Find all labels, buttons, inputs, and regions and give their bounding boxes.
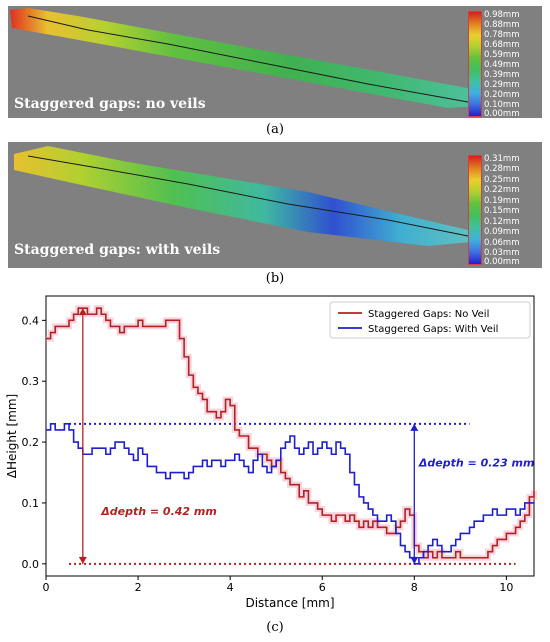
depth-annotation: Δdepth = 0.42 mm — [100, 505, 217, 518]
colorbar-a-tick: 0.49mm — [484, 60, 520, 70]
scan-centerline-b — [27, 155, 469, 237]
colorbar-a: 0.98mm 0.88mm 0.78mm 0.68mm 0.59mm 0.49m… — [468, 10, 538, 118]
x-tick-label: 4 — [227, 581, 234, 594]
height-profile-chart: 0 2 4 6 8 10 0.0 0.1 0.2 0.3 0.4 Distance [mm] ΔHeig… — [5, 295, 537, 610]
colorbar-b-tick: 0.09mm — [484, 227, 520, 237]
colorbar-a-tick: 0.20mm — [484, 90, 520, 100]
series-line — [46, 423, 534, 565]
y-axis-label: ΔHeight [mm] — [5, 394, 19, 478]
y-tick-label: 0.1 — [22, 497, 40, 510]
y-tick-label: 0.3 — [22, 375, 40, 388]
y-tick-label: 0.0 — [22, 558, 40, 571]
colorbar-b-tick: 0.19mm — [484, 196, 520, 206]
colorbar-b-tick: 0.22mm — [484, 185, 520, 195]
colorbar-a-tick: 0.98mm — [484, 10, 520, 20]
plot-frame — [45, 295, 535, 577]
scan-panel-a: Staggered gaps: no veils 0.98mm 0.88mm 0… — [8, 6, 542, 118]
depth-arrow-head — [78, 308, 87, 316]
caption-c: (c) — [266, 620, 284, 635]
colorbar-b-tick: 0.31mm — [484, 154, 520, 164]
depth-arrow-head — [78, 556, 87, 564]
colorbar-b-tick: 0.28mm — [484, 164, 520, 174]
scan-panel-b: Staggered gaps: with veils 0.31mm 0.28mm… — [8, 142, 542, 268]
colorbar-a-tick: 0.59mm — [484, 50, 520, 60]
colorbar-b-tick: 0.03mm — [484, 248, 520, 258]
series-halo — [46, 305, 537, 561]
panel-b-title: Staggered gaps: with veils — [14, 242, 221, 258]
colorbar-a-tick: 0.29mm — [484, 80, 520, 90]
panel-a-title: Staggered gaps: no veils — [14, 96, 206, 112]
x-axis-label: Distance [mm] — [245, 596, 334, 610]
colorbar-a-tick: 0.00mm — [484, 109, 520, 118]
colorbar-b-gradient — [468, 155, 482, 265]
depth-arrow-head — [410, 556, 419, 564]
colorbar-b: 0.31mm 0.28mm 0.25mm 0.22mm 0.19mm 0.15m… — [468, 154, 538, 267]
colorbar-a-tick: 0.78mm — [484, 30, 520, 40]
colorbar-a-tick: 0.10mm — [484, 100, 520, 110]
colorbar-b-tick: 0.12mm — [484, 217, 520, 227]
depth-arrow-head — [410, 423, 419, 431]
x-tick-label: 2 — [135, 581, 142, 594]
scan-image-b — [14, 146, 470, 246]
colorbar-b-tick: 0.15mm — [484, 206, 520, 216]
x-tick-label: 8 — [411, 581, 418, 594]
colorbar-a-tick: 0.39mm — [484, 70, 520, 80]
scan-strip-b — [14, 146, 470, 246]
y-tick-label: 0.2 — [22, 436, 40, 449]
colorbar-b-tick: 0.25mm — [484, 175, 520, 185]
y-tick-label: 0.4 — [22, 314, 40, 327]
legend-label: Staggered Gaps: With Veil — [368, 324, 498, 335]
caption-b: (b) — [265, 271, 285, 286]
x-tick-label: 10 — [499, 581, 513, 594]
legend-label: Staggered Gaps: No Veil — [368, 309, 489, 320]
colorbar-b-tick: 0.06mm — [484, 238, 520, 248]
colorbar-a-tick: 0.68mm — [484, 40, 520, 50]
series-line — [46, 307, 535, 559]
caption-a: (a) — [266, 122, 284, 137]
colorbar-b-tick: 0.00mm — [484, 257, 520, 267]
scan-strip-a — [10, 8, 478, 108]
colorbar-a-gradient — [468, 11, 482, 117]
legend-box — [329, 301, 531, 339]
x-tick-label: 6 — [319, 581, 326, 594]
scan-centerline-a — [27, 15, 469, 103]
scan-image-a — [10, 8, 478, 108]
colorbar-a-tick: 0.88mm — [484, 20, 520, 30]
x-tick-label: 0 — [43, 581, 50, 594]
depth-annotation: Δdepth = 0.23 mm — [418, 456, 535, 469]
